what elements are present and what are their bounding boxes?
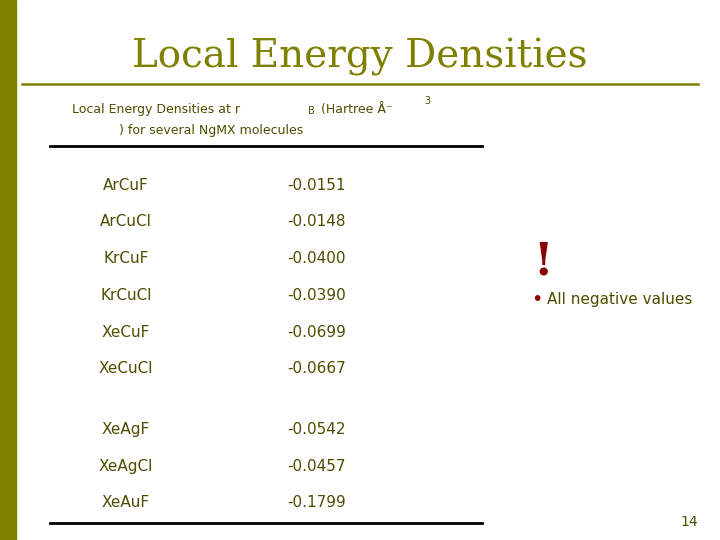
Text: (Hartree Å⁻: (Hartree Å⁻ bbox=[317, 103, 392, 116]
Text: -0.0390: -0.0390 bbox=[287, 288, 346, 303]
Text: •: • bbox=[531, 290, 542, 309]
Text: XeAgF: XeAgF bbox=[102, 422, 150, 437]
Text: All negative values: All negative values bbox=[546, 292, 692, 307]
Text: KrCuF: KrCuF bbox=[103, 251, 149, 266]
Text: ArCuF: ArCuF bbox=[103, 178, 149, 193]
Text: XeCuF: XeCuF bbox=[102, 325, 150, 340]
Text: XeAgCl: XeAgCl bbox=[99, 458, 153, 474]
Text: -0.0148: -0.0148 bbox=[287, 214, 346, 230]
Text: -0.0699: -0.0699 bbox=[287, 325, 346, 340]
Text: Local Energy Densities at r: Local Energy Densities at r bbox=[72, 103, 240, 116]
Text: KrCuCl: KrCuCl bbox=[100, 288, 152, 303]
Text: XeCuCl: XeCuCl bbox=[99, 361, 153, 376]
Text: !: ! bbox=[534, 240, 554, 284]
Text: 14: 14 bbox=[681, 515, 698, 529]
Text: -0.0151: -0.0151 bbox=[287, 178, 346, 193]
Text: -0.0457: -0.0457 bbox=[287, 458, 346, 474]
Text: ArCuCl: ArCuCl bbox=[100, 214, 152, 230]
Text: ) for several NgMX molecules: ) for several NgMX molecules bbox=[119, 124, 303, 137]
Text: Local Energy Densities: Local Energy Densities bbox=[132, 38, 588, 76]
Text: 3: 3 bbox=[425, 96, 431, 106]
Text: -0.0667: -0.0667 bbox=[287, 361, 346, 376]
Text: B: B bbox=[308, 106, 315, 117]
Text: XeAuF: XeAuF bbox=[102, 495, 150, 510]
Text: -0.0400: -0.0400 bbox=[287, 251, 346, 266]
Text: -0.1799: -0.1799 bbox=[287, 495, 346, 510]
Text: -0.0542: -0.0542 bbox=[287, 422, 346, 437]
